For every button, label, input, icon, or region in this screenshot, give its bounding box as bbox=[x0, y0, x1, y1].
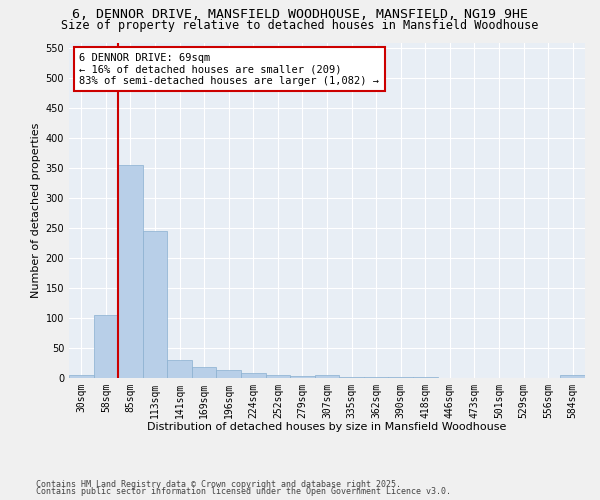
Text: Contains HM Land Registry data © Crown copyright and database right 2025.: Contains HM Land Registry data © Crown c… bbox=[36, 480, 401, 489]
Text: 6 DENNOR DRIVE: 69sqm
← 16% of detached houses are smaller (209)
83% of semi-det: 6 DENNOR DRIVE: 69sqm ← 16% of detached … bbox=[79, 52, 379, 86]
Bar bbox=[290, 376, 315, 378]
Bar bbox=[241, 372, 266, 378]
Bar bbox=[560, 375, 585, 378]
Text: Contains public sector information licensed under the Open Government Licence v3: Contains public sector information licen… bbox=[36, 487, 451, 496]
Bar bbox=[69, 374, 94, 378]
Bar bbox=[217, 370, 241, 378]
Bar bbox=[94, 314, 118, 378]
Y-axis label: Number of detached properties: Number of detached properties bbox=[31, 122, 41, 298]
X-axis label: Distribution of detached houses by size in Mansfield Woodhouse: Distribution of detached houses by size … bbox=[148, 422, 506, 432]
Text: Size of property relative to detached houses in Mansfield Woodhouse: Size of property relative to detached ho… bbox=[61, 18, 539, 32]
Bar bbox=[339, 377, 364, 378]
Bar bbox=[388, 377, 413, 378]
Bar bbox=[143, 231, 167, 378]
Bar bbox=[118, 165, 143, 378]
Bar bbox=[315, 375, 339, 378]
Bar bbox=[413, 377, 437, 378]
Bar bbox=[167, 360, 192, 378]
Bar bbox=[364, 377, 388, 378]
Bar bbox=[192, 366, 217, 378]
Text: 6, DENNOR DRIVE, MANSFIELD WOODHOUSE, MANSFIELD, NG19 9HE: 6, DENNOR DRIVE, MANSFIELD WOODHOUSE, MA… bbox=[72, 8, 528, 20]
Bar bbox=[266, 374, 290, 378]
